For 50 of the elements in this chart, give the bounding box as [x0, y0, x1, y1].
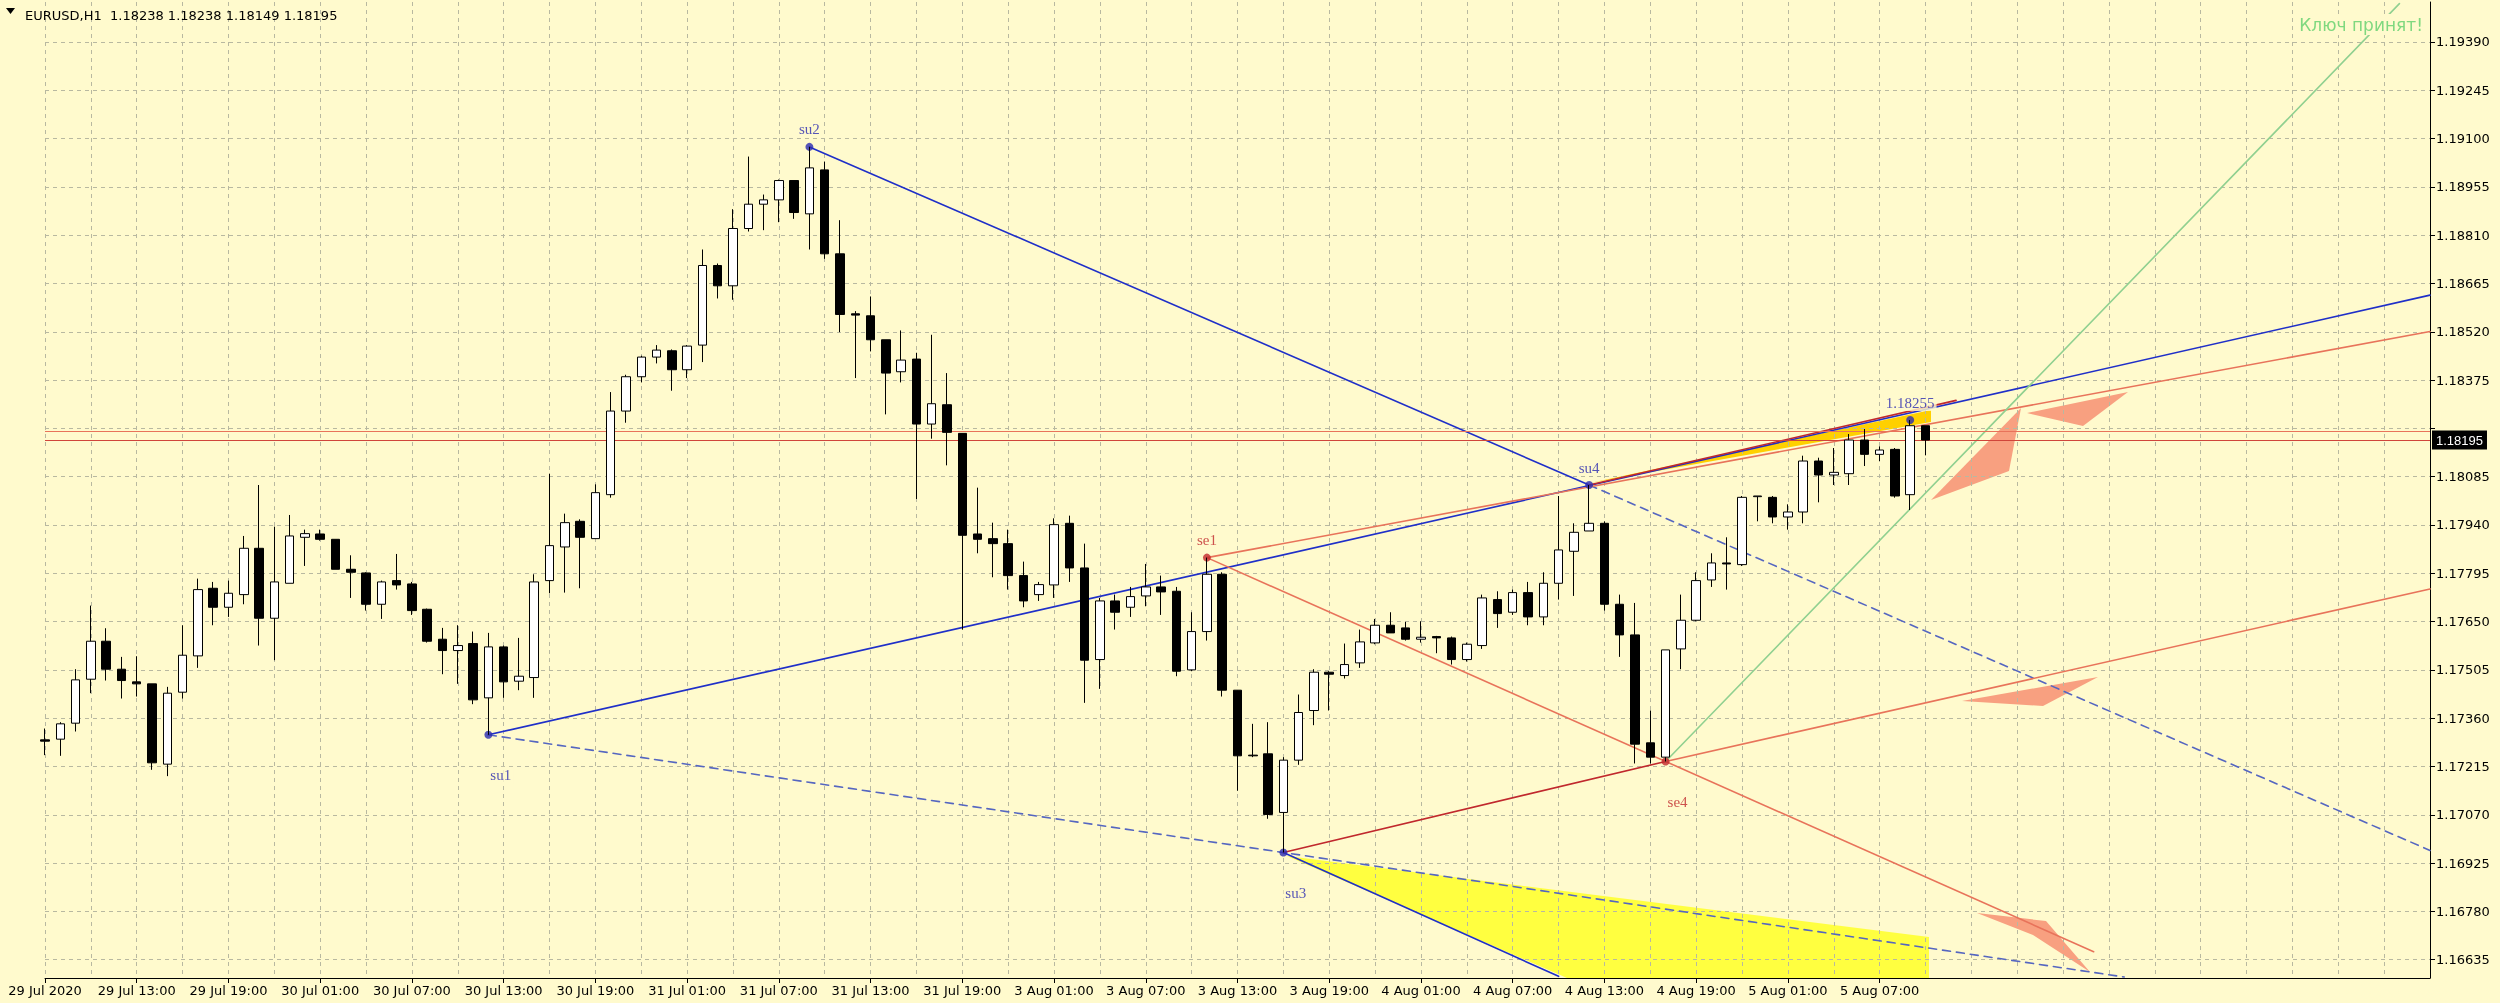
x-tick-label: 31 Jul 19:00 — [923, 983, 1002, 998]
data-label: su1 — [490, 767, 512, 784]
y-tick-label: 1.17650 — [2436, 614, 2490, 630]
x-tick-label: 29 Jul 13:00 — [97, 983, 176, 998]
text: EURUSD,H1 1.18238 1.18238 1.18149 1.18195 — [25, 8, 338, 23]
x-tick-label: 5 Aug 01:00 — [1748, 983, 1828, 998]
x-tick-label: 5 Aug 07:00 — [1839, 983, 1920, 998]
data-label: su3 — [1285, 884, 1307, 901]
x-tick-label: 4 Aug 13:00 — [1564, 983, 1645, 998]
x-tick-label: 4 Aug 01:00 — [1381, 983, 1461, 998]
x-tick-label: 30 Jul 07:00 — [372, 983, 451, 998]
y-tick-label: 1.17360 — [2436, 710, 2490, 726]
ref-line-label: 1.18195 — [2436, 432, 2483, 448]
y-tick-label: 1.16780 — [2436, 903, 2490, 919]
y-tick-label: 1.19100 — [2436, 131, 2490, 147]
x-tick-label: 4 Aug 07:00 — [1473, 983, 1553, 998]
x-tick-label: 30 Jul 19:00 — [556, 983, 635, 998]
y-tick-label: 1.17215 — [2436, 758, 2490, 774]
y-tick-label: 1.18810 — [2436, 227, 2490, 243]
x-tick-label: 30 Jul 13:00 — [464, 983, 543, 998]
x-tick-label: 4 Aug 19:00 — [1656, 983, 1736, 998]
y-tick-label: 1.17070 — [2436, 807, 2490, 823]
x-tick-label: 31 Jul 01:00 — [648, 983, 727, 998]
y-tick-label: 1.18520 — [2436, 324, 2490, 340]
y-tick-label: 1.18955 — [2436, 179, 2490, 195]
data-label: su2 — [799, 121, 820, 138]
y-tick-label: 1.16635 — [2436, 952, 2490, 968]
x-tick-label: 31 Jul 13:00 — [831, 983, 910, 998]
x-tick-label: 29 Jul 19:00 — [189, 983, 268, 998]
x-tick-label: 30 Jul 01:00 — [281, 983, 360, 998]
x-tick-label: 31 Jul 07:00 — [739, 983, 818, 998]
y-tick-label: 1.19390 — [2436, 34, 2490, 50]
data-label: se4 — [1667, 793, 1689, 810]
y-tick-label: 1.16925 — [2436, 855, 2490, 871]
x-tick-label: 3 Aug 13:00 — [1197, 983, 1278, 998]
annotation: Ключ принят! — [2299, 14, 2424, 35]
x-tick-label: 29 Jul 2020 — [8, 983, 82, 998]
data-label: su4 — [1578, 459, 1601, 476]
y-tick-label: 1.17940 — [2436, 517, 2490, 533]
data-label: se1 — [1196, 532, 1217, 549]
y-tick-label: 1.18375 — [2436, 372, 2490, 388]
y-tick-label: 1.18665 — [2436, 275, 2490, 291]
x-tick-label: 3 Aug 01:00 — [1014, 983, 1094, 998]
x-tick-label: 3 Aug 07:00 — [1106, 983, 1186, 998]
y-tick-label: 1.17505 — [2436, 662, 2490, 678]
y-tick-label: 1.19245 — [2436, 82, 2490, 98]
y-tick-label: 1.18085 — [2436, 469, 2490, 485]
y-tick-label: 1.17795 — [2436, 565, 2490, 581]
x-tick-label: 3 Aug 19:00 — [1289, 983, 1369, 998]
data-label: 1.18255 — [1885, 394, 1935, 411]
